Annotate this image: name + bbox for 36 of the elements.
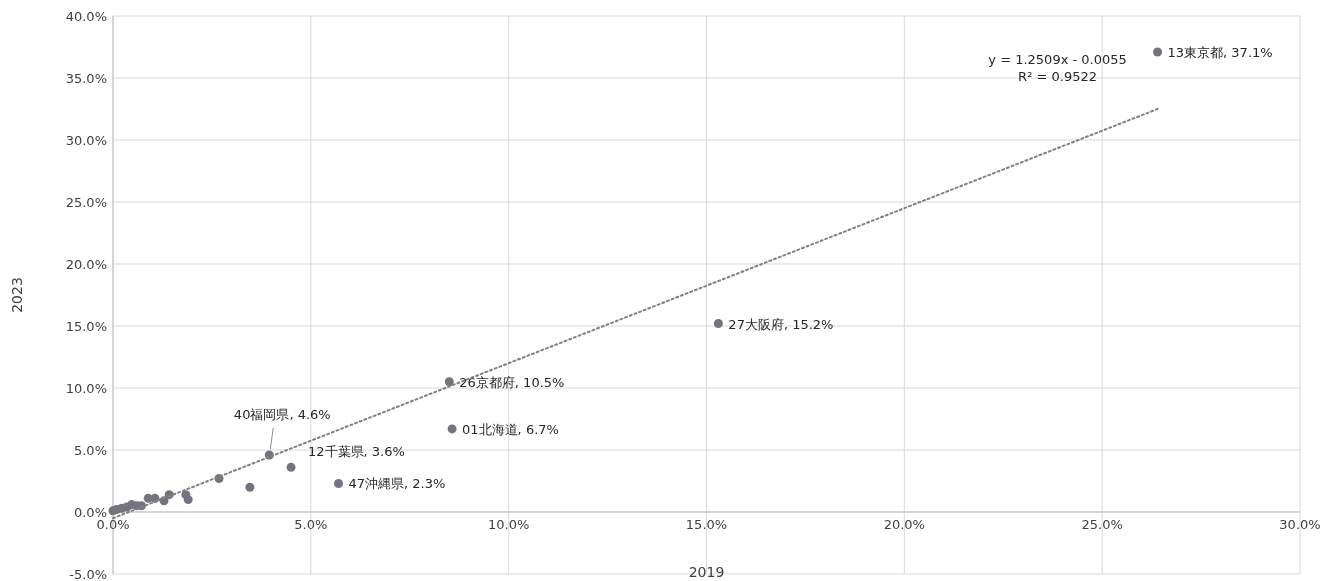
data-label: 13東京都, 37.1% (1167, 44, 1273, 60)
y-tick-label: 25.0% (65, 195, 107, 210)
data-label: 01北海道, 6.7% (462, 421, 559, 437)
point (1153, 47, 1163, 57)
y-tick-label: 5.0% (73, 443, 107, 458)
point (334, 478, 344, 488)
y-tick-label: -5.0% (69, 567, 107, 581)
point (286, 462, 296, 472)
x-tick-label: 15.0% (685, 517, 728, 532)
annotation: y = 1.2509x - 0.0055 (988, 52, 1127, 67)
point (447, 424, 457, 434)
y-tick-label: 20.0% (65, 257, 107, 272)
y-axis-title: 2023 (9, 277, 25, 313)
data-label: 26京都府, 10.5% (459, 374, 565, 390)
point (444, 377, 454, 387)
point (183, 495, 193, 505)
annotation: R² = 0.9522 (1018, 69, 1098, 84)
data-label: 12千葉県, 3.6% (308, 444, 405, 460)
data-label: 47沖縄県, 2.3% (348, 476, 446, 492)
x-tick-label: 5.0% (294, 517, 328, 532)
y-tick-label: 30.0% (65, 133, 107, 148)
x-tick-label: 10.0% (488, 517, 530, 532)
x-tick-label: 20.0% (883, 517, 925, 532)
y-tick-label: 15.0% (65, 319, 107, 334)
y-tick-label: 35.0% (65, 71, 107, 86)
y-tick-label: 40.0% (65, 9, 107, 24)
data-label: 40福岡県, 4.6% (233, 406, 331, 422)
x-axis-title: 2019 (688, 564, 725, 580)
point (713, 319, 723, 329)
x-tick-label: 30.0% (1279, 517, 1321, 532)
data-label: 27大阪府, 15.2% (728, 316, 834, 332)
y-tick-label: 0.0% (73, 505, 107, 520)
x-tick-label: 25.0% (1081, 517, 1123, 532)
x-tick-label: 0.0% (96, 517, 130, 532)
point (245, 482, 255, 492)
y-tick-label: 10.0% (65, 381, 107, 396)
